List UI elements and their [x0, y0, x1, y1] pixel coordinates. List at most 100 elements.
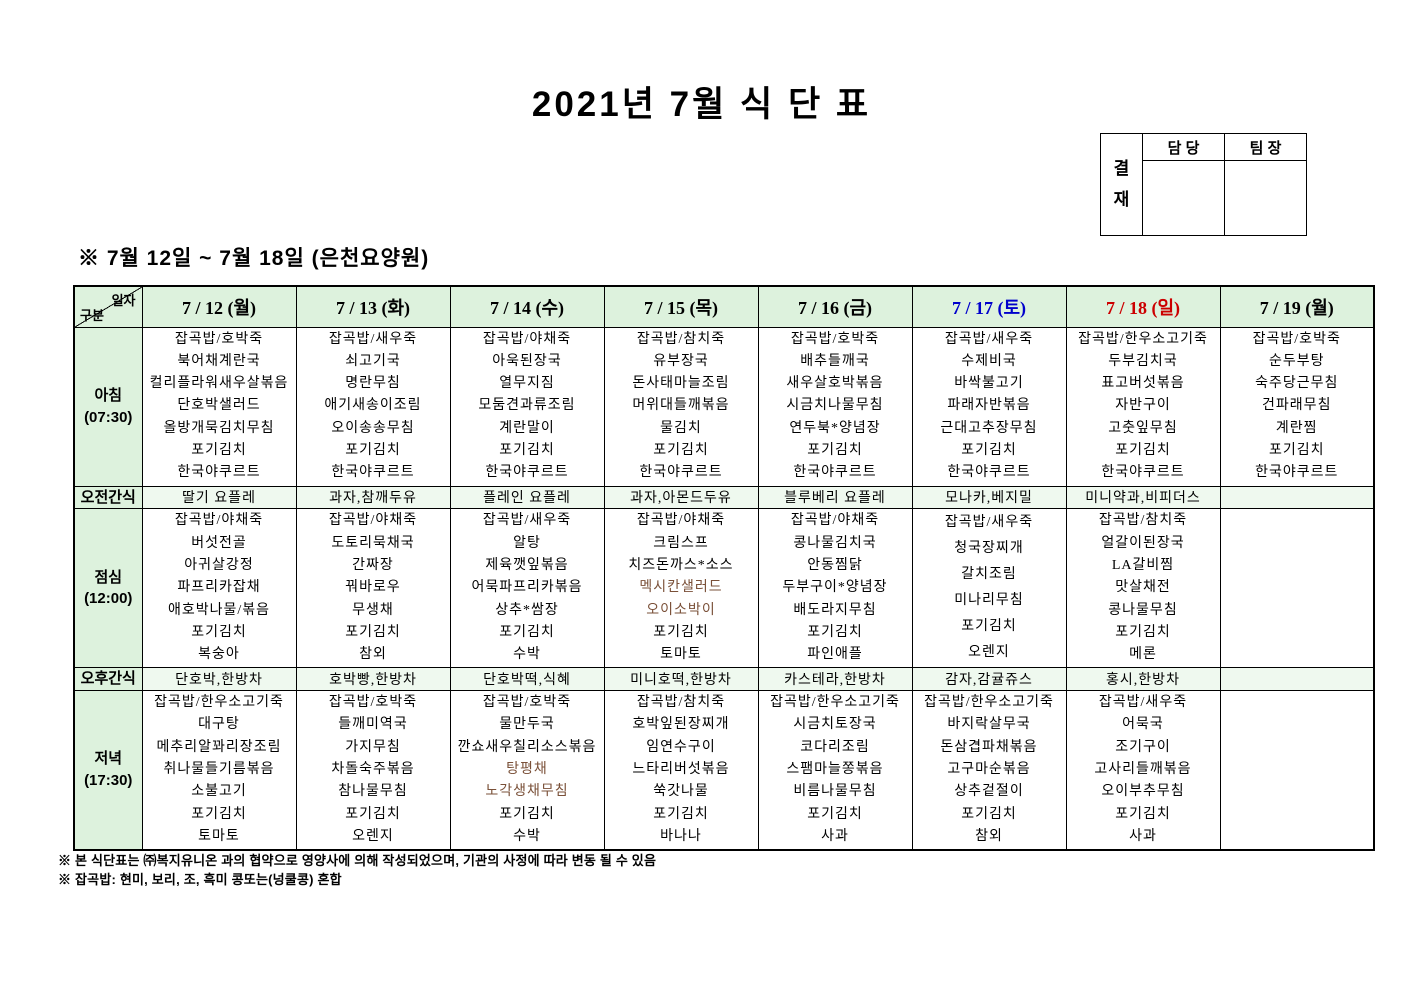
menu-item: 바나나	[660, 828, 702, 844]
snack-cell: 미니약과,비피더스	[1065, 485, 1221, 510]
menu-item: 한국야쿠르트	[639, 465, 723, 481]
snack-cell: 감자,감귤쥬스	[911, 667, 1067, 691]
approval-col-damdang: 담 당	[1142, 133, 1225, 161]
menu-item: 잡곡밥/야채죽	[328, 513, 418, 529]
snack-cell	[1219, 667, 1375, 691]
meal-cell: 잡곡밥/호박죽 배추들깨국 새우살호박볶음 시금치나물무침 연두북*양념장 포기김치 한국야…	[757, 326, 913, 487]
menu-item: 미나리무침	[954, 593, 1024, 609]
menu-item: 열무지짐	[499, 376, 555, 392]
menu-item: 도토리묵채국	[331, 535, 415, 551]
menu-item: 깐쇼새우칠리소스볶음	[457, 739, 597, 755]
menu-item: 스팸마늘쫑볶음	[786, 761, 884, 777]
date-column-header: 7 / 12 (월)	[141, 285, 297, 328]
menu-item: 두부구이*양념장	[782, 580, 888, 596]
menu-item: 포기김치	[653, 624, 709, 640]
approval-stamp-label: 결재	[1100, 133, 1143, 236]
menu-item: 아귀살강정	[184, 557, 254, 573]
menu-item: LA갈비찜	[1111, 557, 1175, 573]
menu-item: 돈사태마늘조림	[632, 376, 730, 392]
date-column-header: 7 / 18 (일)	[1065, 285, 1221, 328]
menu-item: 상추겉절이	[954, 784, 1024, 800]
menu-item: 돈삼겹파채볶음	[940, 739, 1038, 755]
menu-item: 계란찜	[1275, 420, 1318, 436]
snack-cell: 홍시,한방차	[1065, 667, 1221, 691]
meal-cell: 잡곡밥/호박죽 물만두국 깐쇼새우칠리소스볶음 탕평채 노각생채무침 포기김치 수박	[449, 690, 605, 851]
footnote-grain-mix: ※ 잡곡밥: 현미, 보리, 조, 흑미 콩또는(넝쿨콩) 혼합	[58, 872, 342, 887]
meal-cell: 잡곡밥/참치죽 호박잎된장찌개 임연수구이 느타리버섯볶음 쑥갓나물 포기김치 바나나	[603, 690, 759, 851]
menu-item: 콩나물무침	[1108, 602, 1178, 618]
menu-item: 노각생채무침	[485, 784, 569, 800]
menu-item: 잡곡밥/호박죽	[482, 695, 572, 711]
menu-item: 포기김치	[499, 443, 555, 459]
menu-item: 포기김치	[1115, 443, 1171, 459]
menu-item: 잡곡밥/참치죽	[1098, 513, 1188, 529]
menu-item: 코다리조림	[800, 739, 870, 755]
menu-item: 잡곡밥/새우죽	[328, 331, 418, 347]
menu-item: 가지무침	[345, 739, 401, 755]
menu-item: 복숭아	[198, 647, 240, 663]
date-column-header: 7 / 19 (월)	[1219, 285, 1375, 328]
approval-signature-cell	[1142, 160, 1225, 236]
menu-item: 들깨미역국	[338, 717, 408, 733]
menu-item: 포기김치	[345, 443, 401, 459]
menu-item: 제육깻잎볶음	[485, 557, 569, 573]
menu-item: 잡곡밥/야채죽	[174, 513, 264, 529]
menu-item: 사과	[821, 828, 849, 844]
snack-cell: 모나카,베지밀	[911, 485, 1067, 510]
menu-item: 꿔바로우	[345, 580, 401, 596]
menu-item: 잡곡밥/참치죽	[636, 331, 726, 347]
snack-cell: 단호박떡,식혜	[449, 667, 605, 691]
menu-item: 수박	[513, 647, 541, 663]
menu-item: 상추*쌈장	[495, 602, 559, 618]
menu-item: 잡곡밥/한우소고기죽	[770, 695, 900, 711]
menu-item: 잡곡밥/한우소고기죽	[1078, 331, 1208, 347]
menu-item: 잡곡밥/한우소고기죽	[924, 695, 1054, 711]
meal-cell: 잡곡밥/새우죽 수제비국 바싹불고기 파래자반볶음 근대고추장무침 포기김치 한국야쿠르트	[911, 326, 1067, 487]
corner-label-category: 구분	[80, 307, 104, 323]
menu-item: 메론	[1129, 647, 1157, 663]
menu-item: 쇠고기국	[345, 353, 401, 369]
menu-item: 쑥갓나물	[653, 784, 709, 800]
menu-item: 계란말이	[499, 420, 555, 436]
menu-item: 오렌지	[352, 828, 394, 844]
meal-cell: 잡곡밥/야채죽 도토리묵채국 간짜장 꿔바로우 무생채 포기김치 참외	[295, 508, 451, 669]
menu-item: 멕시칸샐러드	[639, 580, 723, 596]
menu-item: 유부장국	[653, 353, 709, 369]
row-header-dinner: 저녁 (17:30)	[73, 690, 143, 851]
menu-item: 포기김치	[1115, 624, 1171, 640]
menu-item: 물김치	[660, 420, 702, 436]
subtitle-week-range: ※ 7월 12일 ~ 7월 18일 (은천요양원)	[78, 247, 430, 270]
menu-item: 잡곡밥/새우죽	[944, 331, 1034, 347]
menu-item: 머위대들깨볶음	[632, 398, 730, 414]
meal-cell: 잡곡밥/참치죽 얼갈이된장국 LA갈비찜 맛살채전 콩나물무침 포기김치 메론	[1065, 508, 1221, 669]
menu-item: 치즈돈까스*소스	[628, 557, 734, 573]
menu-item: 자반구이	[1115, 398, 1171, 414]
meal-cell: 잡곡밥/야채죽 버섯전골 아귀살강정 파프리카잡채 애호박나물/볶음 포기김치 복숭아	[141, 508, 297, 669]
menu-item: 잡곡밥/호박죽	[328, 695, 418, 711]
menu-item: 한국야쿠르트	[177, 465, 261, 481]
meal-cell: 잡곡밥/한우소고기죽 바지락살무국 돈삼겹파채볶음 고구마순볶음 상추겉절이 포기김치 참외	[911, 690, 1067, 851]
menu-item: 컬리플라워새우살볶음	[149, 376, 289, 392]
menu-item: 두부김치국	[1108, 353, 1178, 369]
meal-cell: 잡곡밥/한우소고기죽 대구탕 메추리알꽈리장조림 취나물들기름볶음 소불고기 포기김치 토마…	[141, 690, 297, 851]
menu-item: 잡곡밥/야채죽	[790, 513, 880, 529]
meal-cell: 잡곡밥/호박죽 들깨미역국 가지무침 차돌숙주볶음 참나물무침 포기김치 오렌지	[295, 690, 451, 851]
footnote-provider: ※ 본 식단표는 ㈜복지유니온 과의 협약으로 영양사에 의해 작성되었으며, …	[58, 853, 657, 868]
menu-item: 포기김치	[653, 443, 709, 459]
menu-item: 탕평채	[506, 761, 548, 777]
snack-cell: 과자,참깨두유	[295, 485, 451, 510]
row-header-breakfast: 아침 (07:30)	[73, 326, 143, 487]
table-row-breakfast: 아침 (07:30) 잡곡밥/호박죽 북어채계란국 컬리플라워새우살볶음 단호박샐러드 올방…	[73, 326, 1375, 487]
menu-item: 파인애플	[807, 647, 863, 663]
menu-item: 참외	[975, 828, 1003, 844]
menu-item: 한국야쿠르트	[1255, 465, 1339, 481]
menu-item: 포기김치	[345, 806, 401, 822]
table-row-pm-snack: 오후간식 단호박,한방차 호박빵,한방차 단호박떡,식혜 미니호떡,한방차 카스테라,한방…	[73, 667, 1375, 691]
meal-cell	[1219, 508, 1375, 669]
snack-cell: 미니호떡,한방차	[603, 667, 759, 691]
menu-item: 잡곡밥/한우소고기죽	[154, 695, 284, 711]
menu-item: 바지락살무국	[947, 717, 1031, 733]
snack-cell: 카스테라,한방차	[757, 667, 913, 691]
menu-item: 고사리들깨볶음	[1094, 761, 1192, 777]
